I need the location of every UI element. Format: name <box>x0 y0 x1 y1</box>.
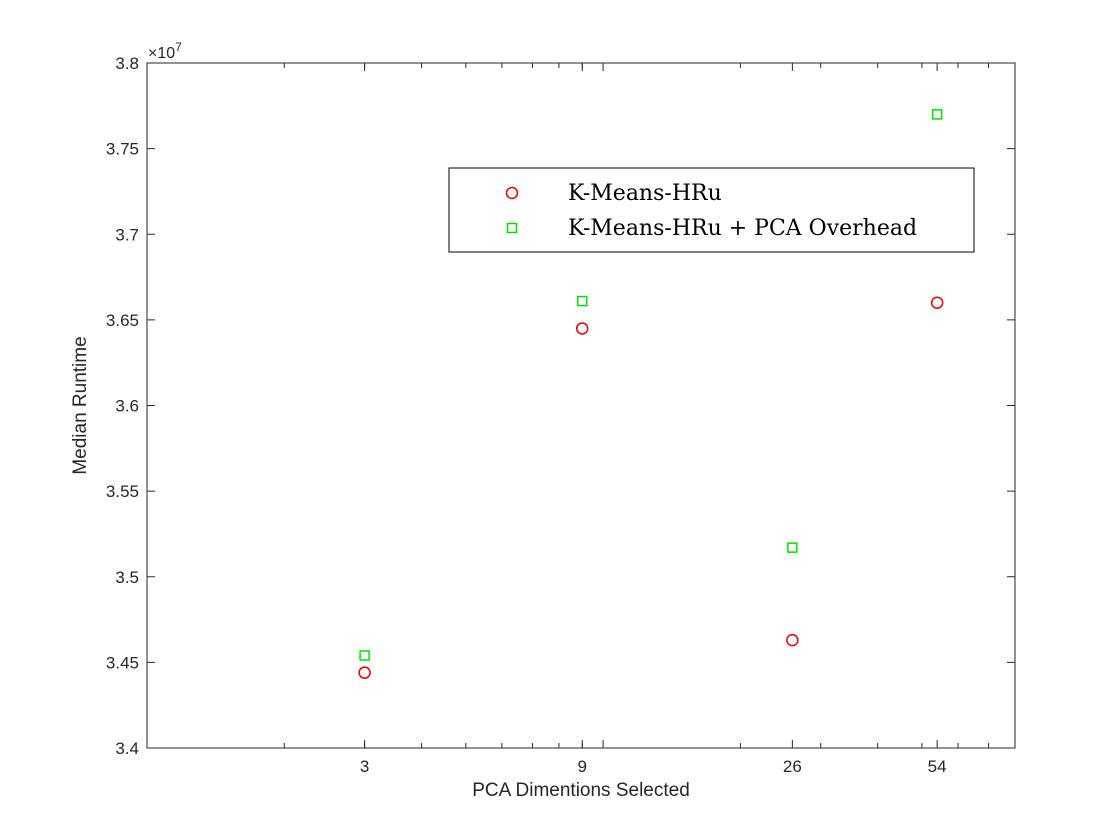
point-k-means-hru <box>930 296 944 309</box>
y-tick-label: 3.65 <box>106 311 139 330</box>
point-k-means-hru <box>786 633 799 647</box>
tick-labels: 3.4 3.45 3.5 3.55 3.6 3.65 3.7 3.75 3.8 3 9 26 54 <box>106 54 947 776</box>
plot-frame <box>146 62 1016 749</box>
data-points <box>358 109 944 679</box>
legend-box <box>448 167 975 253</box>
x-tick-label: 3 <box>360 757 369 776</box>
legend-label: K-Means-HRu + PCA Overhead <box>568 216 917 241</box>
y-tick-label: 3.8 <box>115 54 139 73</box>
y-tick-label: 3.7 <box>115 225 139 244</box>
y-tick-label: 3.4 <box>115 739 139 758</box>
axis-ticks <box>147 62 1016 749</box>
y-tick-label: 3.5 <box>115 568 139 587</box>
point-k-means-hru-pca-overhead <box>787 542 798 553</box>
x-tick-label: 9 <box>577 757 586 776</box>
point-k-means-hru-pca-overhead <box>359 650 370 661</box>
point-k-means-hru-pca-overhead <box>931 109 943 120</box>
y-exponent-label: ×107 <box>148 40 182 62</box>
y-tick-label: 3.45 <box>106 653 139 672</box>
x-tick-label: 26 <box>783 757 802 776</box>
point-k-means-hru-pca-overhead <box>576 295 588 307</box>
x-axis-label: PCA Dimentions Selected <box>472 780 690 801</box>
y-tick-label: 3.55 <box>106 482 139 501</box>
legend-label: K-Means-HRu <box>568 181 722 206</box>
legend-marker-square <box>506 222 518 234</box>
point-k-means-hru <box>358 666 371 679</box>
plot-area <box>147 63 1015 748</box>
point-k-means-hru <box>575 322 589 335</box>
legend: K-Means-HRu K-Means-HRu + PCA Overhead <box>448 167 975 253</box>
y-tick-label: 3.6 <box>115 397 139 416</box>
y-tick-label: 3.75 <box>106 140 139 159</box>
y-axis-label: Median Runtime <box>70 336 91 474</box>
x-tick-label: 54 <box>928 757 947 776</box>
legend-marker-circle <box>505 186 519 200</box>
